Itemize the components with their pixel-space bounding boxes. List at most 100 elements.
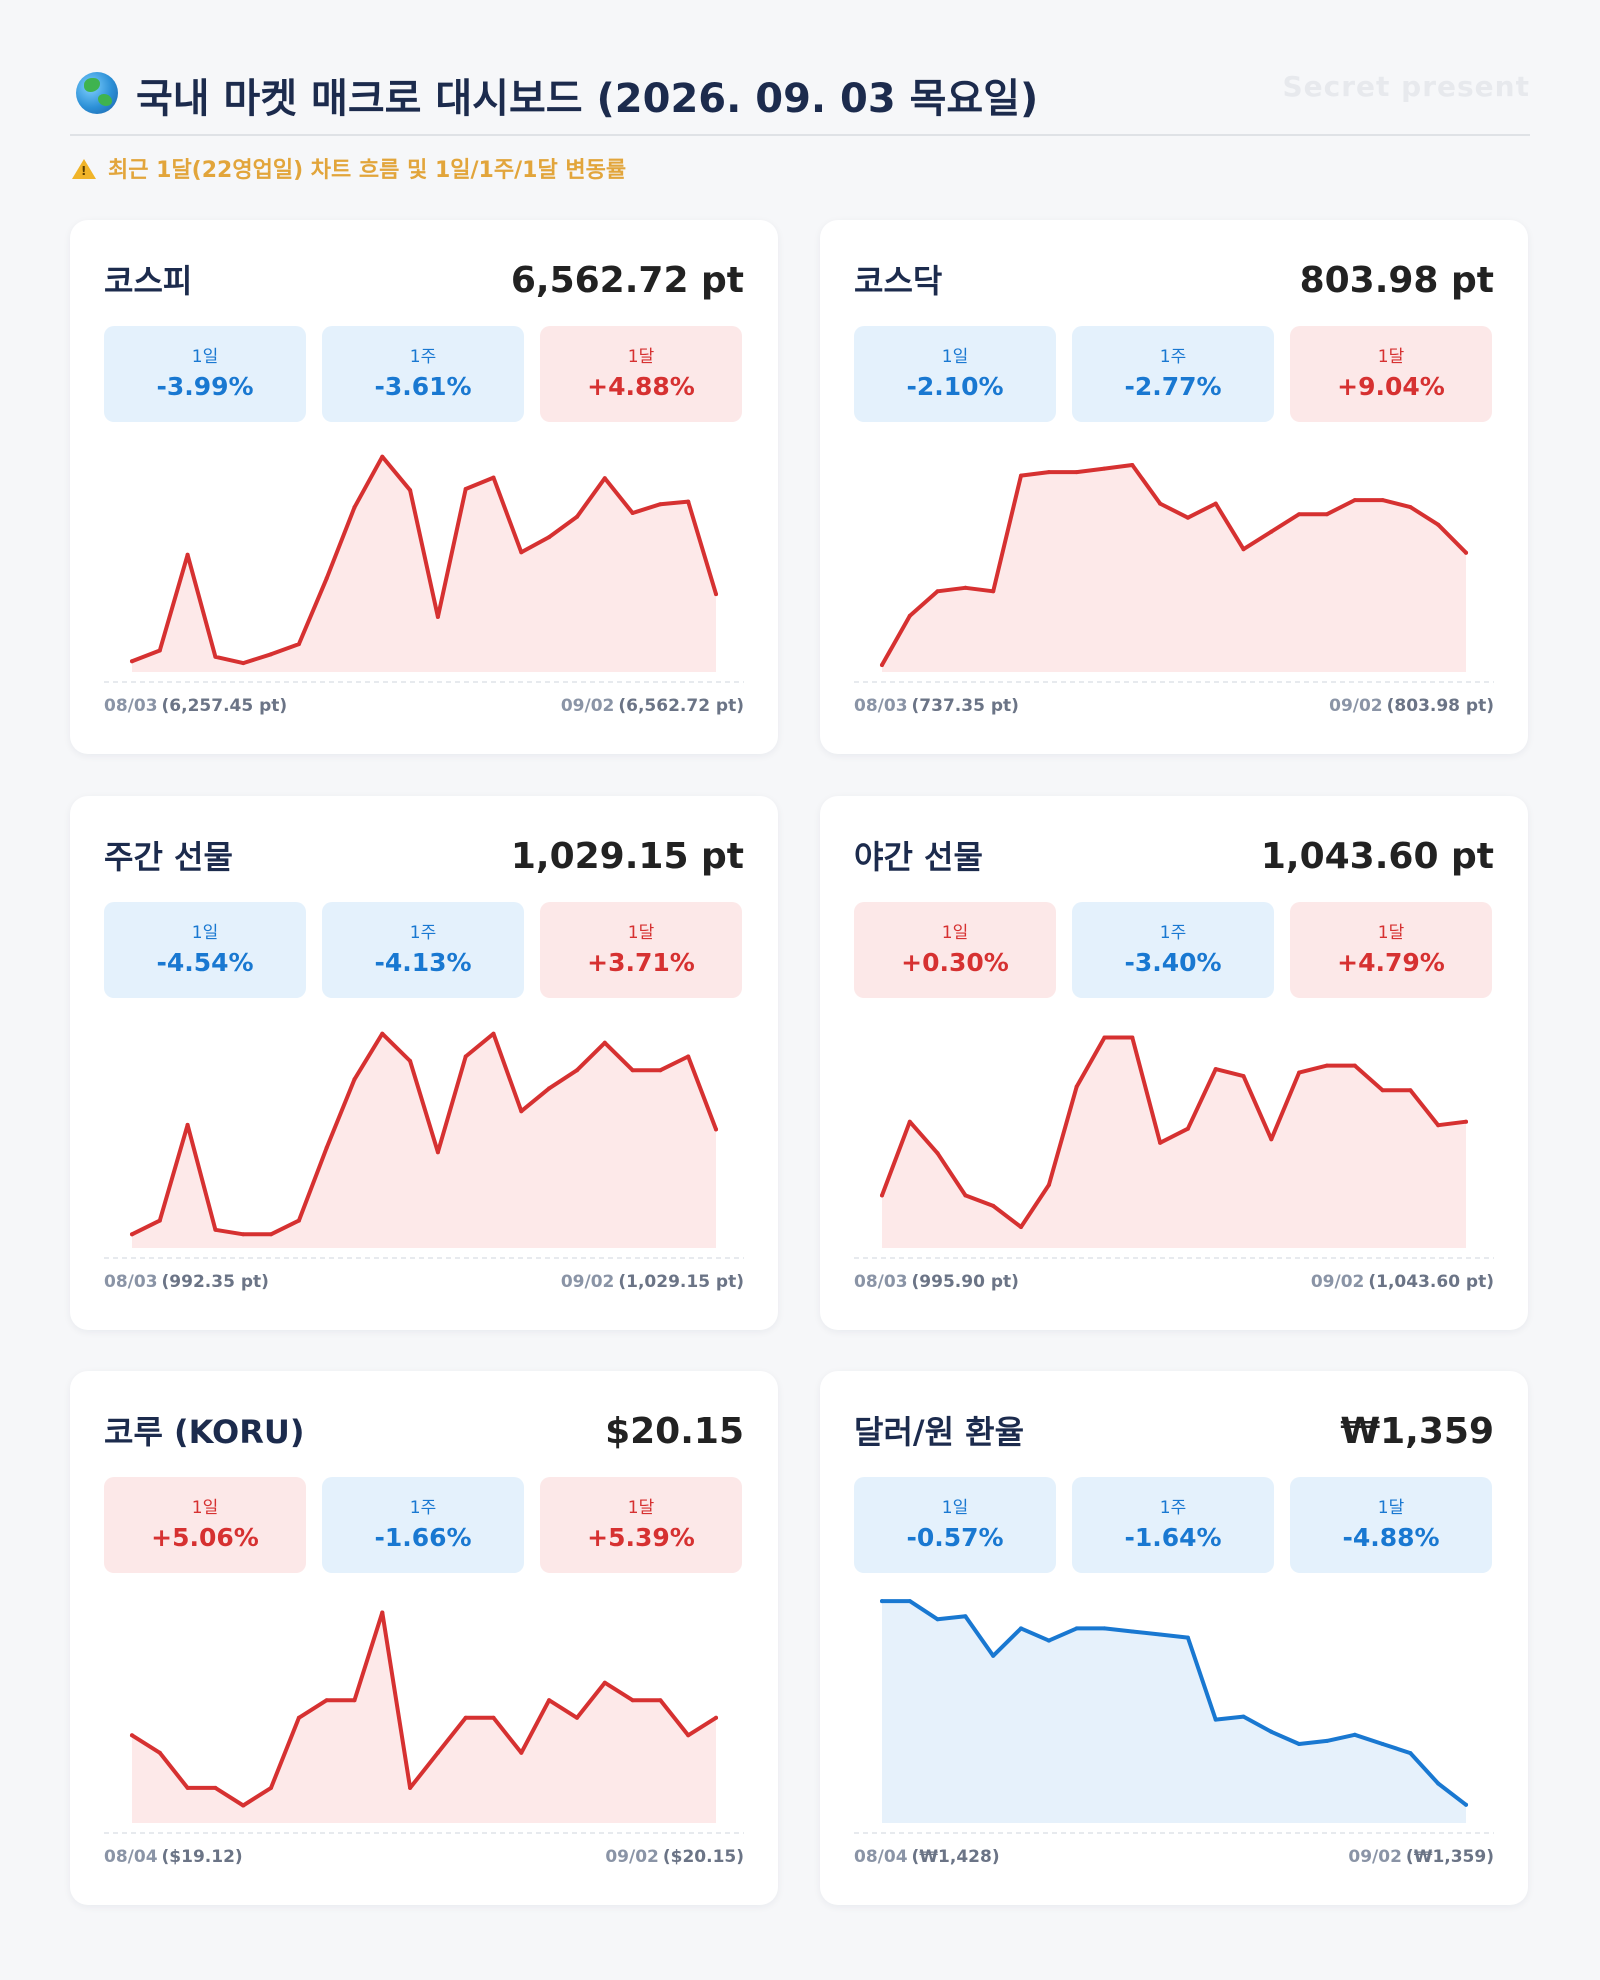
data-point-20: [686, 1733, 691, 1738]
start-value: (992.35 pt): [161, 1272, 269, 1292]
data-point-11: [435, 1150, 440, 1155]
chip-value: +4.79%: [1337, 948, 1445, 977]
card-value: $20.15: [605, 1411, 744, 1452]
chip-1d: 1일 -3.99%: [104, 326, 306, 422]
data-point-17: [602, 1680, 607, 1685]
data-point-21: [714, 1715, 718, 1720]
data-point-10: [1158, 501, 1163, 506]
chip-value: -1.64%: [1124, 1523, 1222, 1552]
data-point-17: [1352, 1732, 1357, 1737]
card-day-futures: 주간 선물 1,029.15 pt 1일 -4.54% 1주 -4.13% 1달 +3…: [70, 796, 778, 1330]
chip-1w: 1주 -1.64%: [1072, 1477, 1274, 1573]
change-chips: 1일 +5.06% 1주 -1.66% 1달 +5.39%: [104, 1477, 744, 1573]
data-point-16: [1325, 1738, 1329, 1743]
end-date: 09/02: [1310, 1272, 1365, 1292]
change-chips: 1일 +0.30% 1주 -3.40% 1달 +4.79%: [854, 902, 1494, 998]
chip-1m: 1달 +4.88%: [540, 326, 742, 422]
chip-value: -2.77%: [1124, 372, 1222, 401]
data-point-8: [1102, 1035, 1107, 1040]
data-point-2: [935, 1151, 940, 1156]
chip-1m: 1달 +3.71%: [540, 902, 742, 998]
end-label: 09/02 (803.98 pt): [1329, 696, 1494, 716]
data-point-13: [1241, 1714, 1246, 1719]
data-point-9: [380, 1610, 385, 1615]
start-label: 08/03 (737.35 pt): [854, 696, 1019, 716]
chip-value: -3.99%: [156, 372, 254, 401]
data-point-1: [157, 1218, 162, 1223]
data-point-12: [1213, 1067, 1218, 1072]
change-chips: 1일 -4.54% 1주 -4.13% 1달 +3.71%: [104, 902, 744, 998]
start-label: 08/03 (6,257.45 pt): [104, 696, 287, 716]
data-point-0: [130, 1733, 134, 1738]
data-point-12: [463, 487, 468, 491]
data-point-3: [963, 1193, 968, 1198]
data-point-16: [575, 1068, 579, 1073]
end-label: 09/02 (1,029.15 pt): [561, 1272, 744, 1292]
chip-value: +3.71%: [587, 948, 695, 977]
data-point-2: [185, 552, 190, 557]
series-line: [880, 1599, 1468, 1807]
data-point-5: [1019, 1626, 1023, 1631]
chip-value: +5.39%: [587, 1523, 695, 1552]
change-chips: 1일 -3.99% 1주 -3.61% 1달 +4.88%: [104, 326, 744, 422]
card-title: 코스피: [104, 262, 193, 300]
data-point-13: [491, 1715, 496, 1720]
data-point-20: [1436, 522, 1441, 527]
data-point-8: [352, 1077, 357, 1082]
brand-watermark: Secret present: [1282, 70, 1530, 103]
chip-label: 1달: [1377, 923, 1405, 943]
data-point-4: [991, 1653, 996, 1658]
chip-1w: 1주 -1.66%: [322, 1477, 524, 1573]
data-point-7: [1074, 1626, 1079, 1631]
data-point-4: [241, 1803, 246, 1808]
data-point-19: [658, 1068, 663, 1073]
end-value: (1,029.15 pt): [618, 1272, 744, 1292]
end-value: (₩1,359): [1405, 1847, 1494, 1867]
chip-1w: 1주 -3.40%: [1072, 902, 1274, 998]
data-point-11: [1185, 515, 1190, 520]
chip-1d: 1일 +0.30%: [854, 902, 1056, 998]
start-date: 08/03: [104, 1272, 158, 1292]
start-date: 08/04: [104, 1847, 158, 1867]
data-point-6: [1046, 1638, 1051, 1643]
chip-1m: 1달 +9.04%: [1290, 326, 1492, 422]
data-point-1: [907, 613, 912, 618]
chip-label: 1달: [627, 347, 655, 367]
data-point-2: [185, 1785, 190, 1790]
koru-chart: [104, 1610, 744, 1834]
chip-1d: 1일 -4.54%: [104, 902, 306, 998]
data-point-19: [1408, 505, 1413, 510]
chip-value: +5.06%: [151, 1523, 259, 1552]
chip-label: 1일: [191, 923, 219, 943]
data-point-15: [547, 1086, 552, 1091]
data-point-13: [491, 475, 496, 480]
data-point-9: [1130, 1035, 1135, 1040]
data-point-20: [1436, 1123, 1441, 1128]
chip-1m: 1달 -4.88%: [1290, 1477, 1492, 1573]
chip-value: +4.88%: [587, 372, 695, 401]
data-point-5: [1019, 1225, 1023, 1229]
series-area: [882, 465, 1466, 672]
data-point-19: [1408, 1751, 1413, 1756]
chip-label: 1일: [191, 347, 219, 367]
start-date: 08/03: [854, 696, 908, 716]
end-label: 09/02 (1,043.60 pt): [1311, 1272, 1494, 1292]
data-point-15: [1297, 512, 1302, 517]
data-point-8: [352, 505, 357, 510]
chip-label: 1일: [941, 1498, 969, 1518]
data-point-6: [296, 1715, 301, 1720]
data-point-3: [213, 1785, 218, 1790]
data-point-7: [324, 576, 329, 581]
data-point-16: [575, 1715, 579, 1720]
end-value: ($20.15): [662, 1847, 744, 1867]
data-point-18: [630, 1698, 635, 1703]
card-title: 코루 (KORU): [104, 1413, 305, 1451]
data-point-18: [1380, 1742, 1385, 1746]
data-point-18: [1380, 1088, 1385, 1093]
data-point-10: [408, 1059, 413, 1063]
data-point-7: [324, 1698, 329, 1703]
chip-label: 1달: [627, 923, 655, 943]
start-value: (₩1,428): [911, 1847, 1000, 1867]
chip-value: -1.66%: [374, 1523, 472, 1552]
data-point-4: [241, 661, 246, 666]
